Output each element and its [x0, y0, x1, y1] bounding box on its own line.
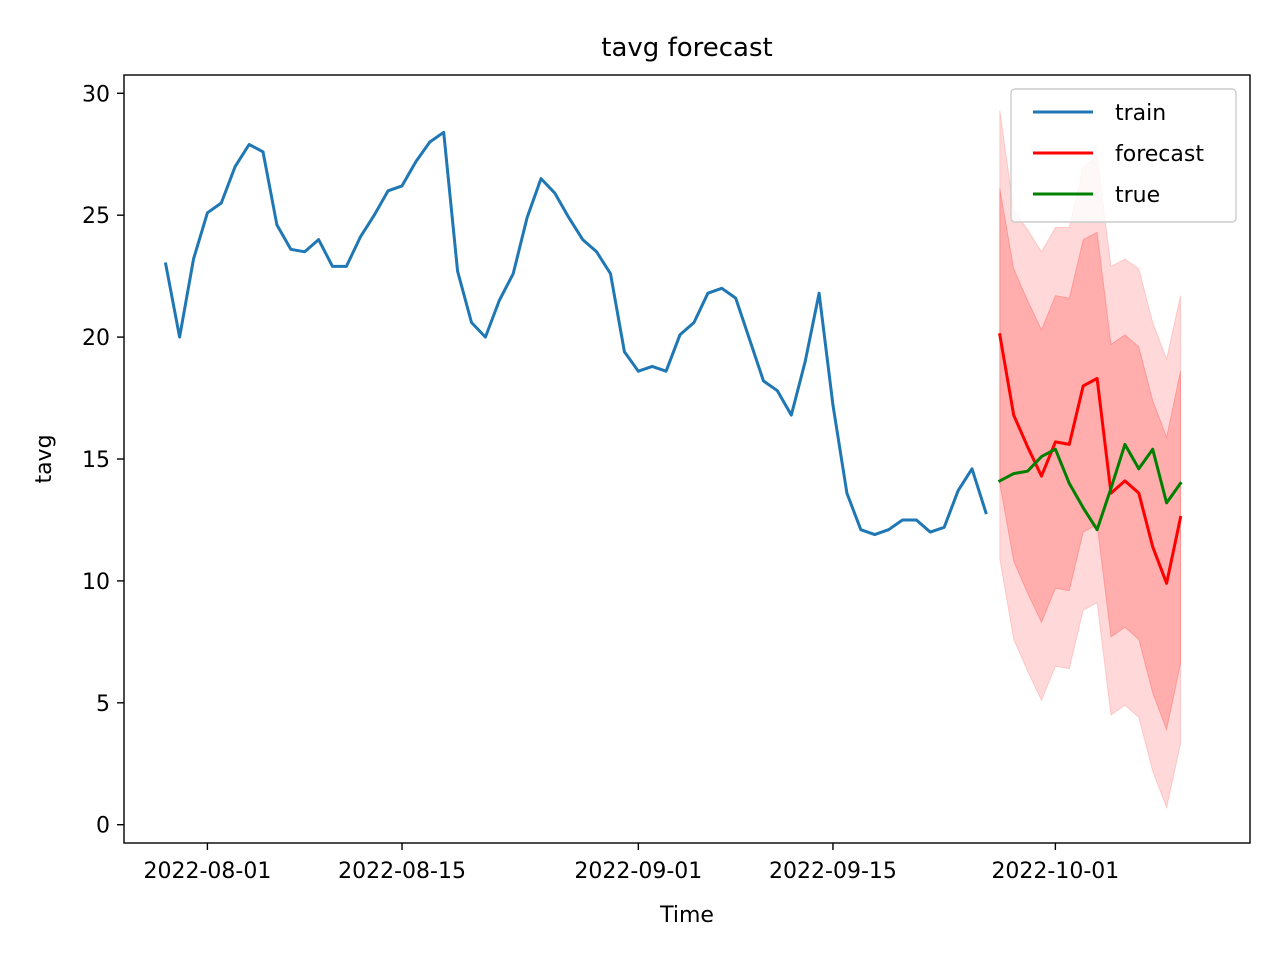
- x-tick-label: 2022-09-01: [574, 859, 702, 884]
- y-tick-label: 10: [82, 570, 110, 595]
- chart-title: tavg forecast: [601, 33, 772, 63]
- y-axis-label: tavg: [32, 434, 57, 483]
- series-line-forecast: [998, 332, 1183, 585]
- y-tick-label: 20: [82, 326, 110, 351]
- legend: train forecast true: [1010, 88, 1237, 223]
- y-tick-label: 25: [82, 204, 110, 229]
- y-axis-ticks: 0 5 10 15 20 25 30: [82, 82, 124, 839]
- x-tick-label: 2022-10-01: [991, 859, 1119, 884]
- x-tick-label: 2022-09-15: [769, 859, 897, 884]
- series-lines: [163, 130, 1183, 585]
- y-tick-label: 15: [82, 448, 110, 473]
- legend-box: [1010, 88, 1237, 223]
- x-axis-label: Time: [659, 903, 714, 928]
- y-tick-label: 30: [82, 82, 110, 107]
- legend-label-train: train: [1115, 101, 1166, 126]
- series-line-train: [163, 130, 988, 537]
- y-tick-label: 5: [96, 692, 110, 717]
- x-tick-label: 2022-08-15: [338, 859, 466, 884]
- series-line-true: [997, 442, 1183, 532]
- inner-confidence-band: [999, 188, 1181, 732]
- outer-confidence-band: [999, 110, 1181, 810]
- legend-label-true: true: [1115, 183, 1160, 208]
- x-tick-label: 2022-08-01: [143, 859, 271, 884]
- y-tick-label: 0: [96, 814, 110, 839]
- x-axis-ticks: 2022-08-01 2022-08-15 2022-09-01 2022-09-15…: [143, 843, 1119, 884]
- legend-label-forecast: forecast: [1115, 142, 1204, 167]
- confidence-bands: [999, 110, 1181, 810]
